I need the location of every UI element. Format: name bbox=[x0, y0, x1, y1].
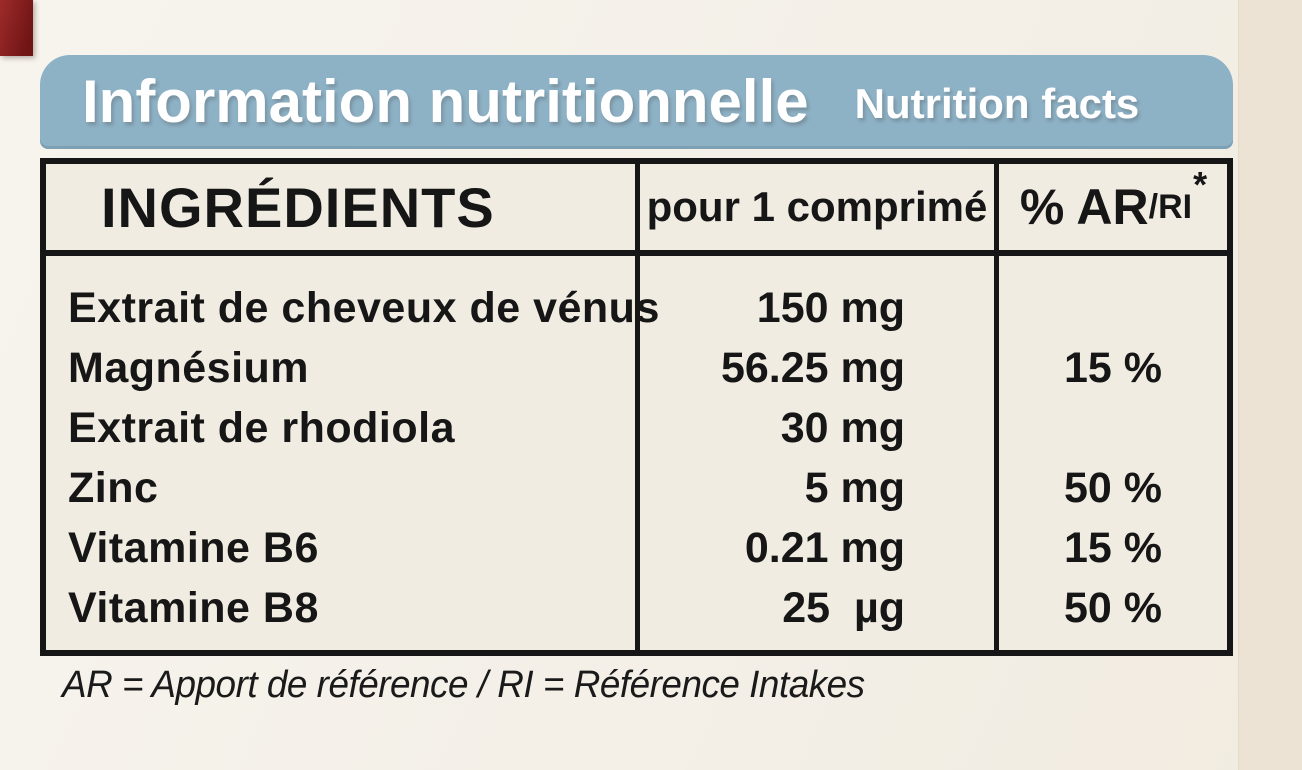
table-row: 25 µg bbox=[640, 578, 994, 638]
right-edge-band bbox=[1238, 0, 1302, 770]
ari-percent: 15 % bbox=[1063, 523, 1162, 572]
ingredient-name: Magnésium bbox=[68, 343, 310, 392]
ingredient-name-column: Extrait de cheveux de vénus Magnésium Ex… bbox=[46, 256, 659, 650]
table-row bbox=[999, 278, 1227, 338]
label-header-bar: Information nutritionnelle Nutrition fac… bbox=[40, 55, 1233, 149]
table-row: Vitamine B6 bbox=[46, 518, 635, 578]
table-row: 150 mg bbox=[640, 278, 994, 338]
title-english: Nutrition facts bbox=[854, 80, 1140, 127]
table-row: 15 % bbox=[999, 338, 1227, 398]
table-row: 0.21 mg bbox=[640, 518, 994, 578]
table-row: 30 mg bbox=[640, 398, 994, 458]
column-header-ingredients: INGRÉDIENTS bbox=[46, 164, 635, 256]
table-row: 15 % bbox=[999, 518, 1227, 578]
table-row: 50 % bbox=[999, 578, 1227, 638]
table-row: Magnésium bbox=[46, 338, 635, 398]
amount-value: 150 mg bbox=[756, 283, 905, 332]
ingredient-name: Extrait de cheveux de vénus bbox=[68, 283, 660, 332]
red-corner-mark bbox=[0, 0, 33, 56]
nutrition-table: INGRÉDIENTS pour 1 comprimé % AR/RI * Ext… bbox=[40, 158, 1233, 656]
table-row bbox=[999, 398, 1227, 458]
table-row: 56.25 mg bbox=[640, 338, 994, 398]
amount-value: 30 mg bbox=[780, 403, 905, 452]
ingredient-name: Vitamine B6 bbox=[68, 523, 319, 572]
amount-column: 150 mg 56.25 mg 30 mg 5 mg 0.21 mg 25 µg bbox=[635, 256, 994, 650]
table-row: Vitamine B8 bbox=[46, 578, 635, 638]
table-row: Zinc bbox=[46, 458, 635, 518]
percent-ari-column: 15 % 50 % 15 % 50 % bbox=[994, 256, 1227, 650]
amount-value: 0.21 mg bbox=[744, 523, 905, 572]
table-row: 5 mg bbox=[640, 458, 994, 518]
column-header-serving: pour 1 comprimé bbox=[635, 164, 994, 256]
amount-value: 25 µg bbox=[782, 583, 905, 632]
table-row: Extrait de rhodiola bbox=[46, 398, 635, 458]
column-header-percent-ari: % AR/RI * bbox=[994, 164, 1227, 256]
reference-footnote: AR = Apport de référence / RI = Référenc… bbox=[62, 664, 865, 706]
table-row: 50 % bbox=[999, 458, 1227, 518]
ingredient-name: Zinc bbox=[68, 463, 159, 512]
title-french: Information nutritionnelle bbox=[82, 68, 809, 135]
ari-header-sub: /RI bbox=[1148, 187, 1193, 226]
amount-value: 56.25 mg bbox=[720, 343, 905, 392]
ari-percent: 15 % bbox=[1063, 343, 1162, 392]
ingredient-name: Extrait de rhodiola bbox=[68, 403, 456, 452]
ari-percent: 50 % bbox=[1063, 583, 1162, 632]
amount-value: 5 mg bbox=[804, 463, 905, 512]
ingredient-name: Vitamine B8 bbox=[68, 583, 319, 632]
ari-header-main: % AR bbox=[1019, 179, 1149, 235]
table-row: Extrait de cheveux de vénus bbox=[46, 278, 659, 338]
asterisk-mark: * bbox=[1193, 164, 1208, 205]
ari-percent: 50 % bbox=[1063, 463, 1162, 512]
